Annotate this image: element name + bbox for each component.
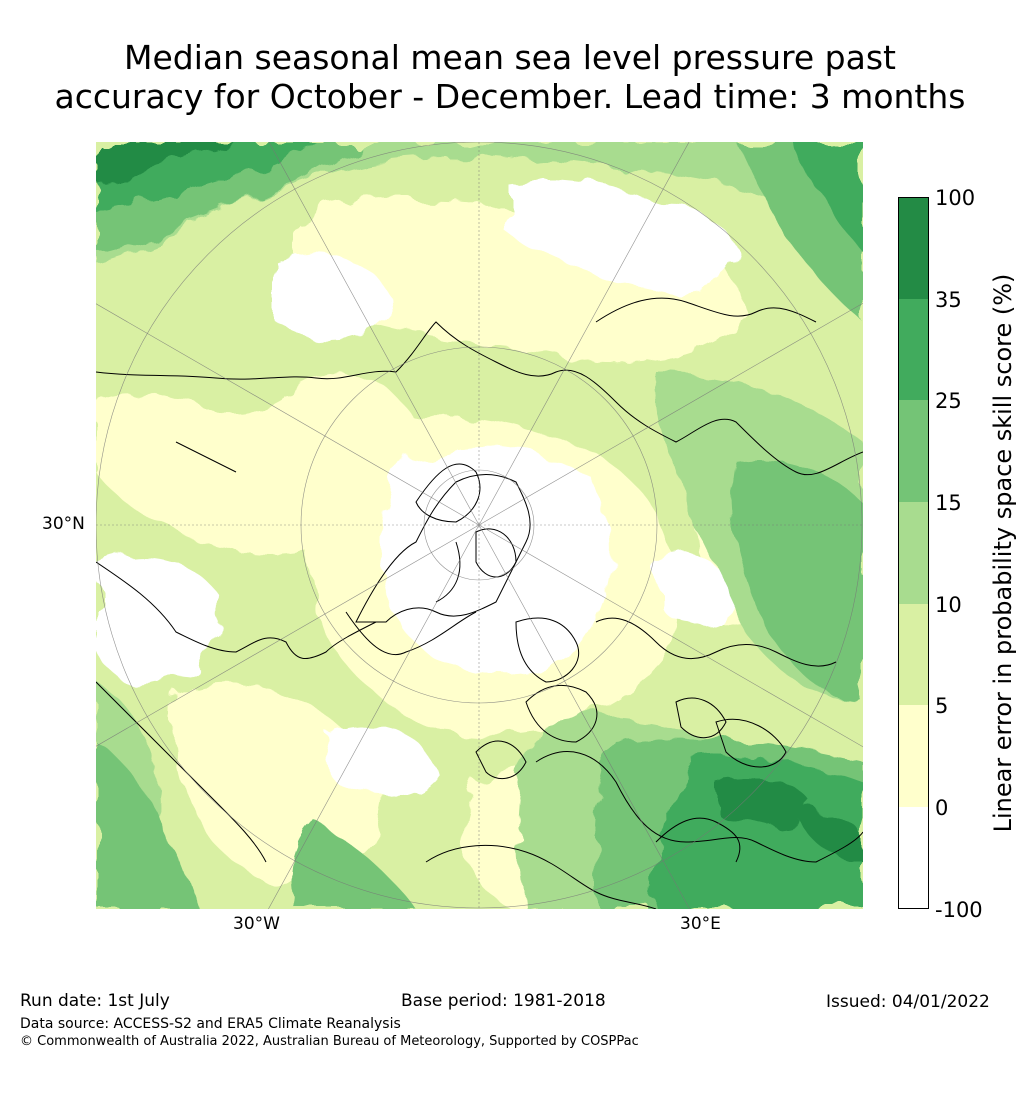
title-line-2: accuracy for October - December. Lead ti… <box>54 77 966 116</box>
chart-title: Median seasonal mean sea level pressure … <box>0 38 1020 116</box>
polar-skill-map <box>96 142 863 909</box>
lat-label-30n: 30°N <box>42 514 85 534</box>
graticule <box>96 142 863 909</box>
colorbar-bin-neg100-0 <box>898 807 929 909</box>
colorbar-bin-10-15 <box>898 502 929 604</box>
copyright: © Commonwealth of Australia 2022, Austra… <box>20 1034 639 1049</box>
skill-score-regions <box>96 142 863 909</box>
colorbar-tick-35: 35 <box>935 288 962 312</box>
title-line-1: Median seasonal mean sea level pressure … <box>124 38 896 77</box>
colorbar-tick-25: 25 <box>935 389 962 413</box>
colorbar-bin-25-35 <box>898 299 929 400</box>
colorbar-bin-5-10 <box>898 604 929 705</box>
run-date: Run date: 1st July <box>20 991 170 1011</box>
colorbar-bin-35-100 <box>898 197 929 299</box>
colorbar-bin-0-5 <box>898 705 929 807</box>
coastlines <box>96 297 863 909</box>
colorbar-title-text: Linear error in probability space skill … <box>989 273 1017 833</box>
colorbar-tick-neg100: -100 <box>935 898 983 922</box>
colorbar-tick-5: 5 <box>935 694 949 718</box>
colorbar-bin-15-25 <box>898 400 929 502</box>
issued-date: Issued: 04/01/2022 <box>826 992 990 1012</box>
colorbar-tick-0: 0 <box>935 796 949 820</box>
base-period: Base period: 1981-2018 <box>401 991 606 1011</box>
colorbar-tick-10: 10 <box>935 593 962 617</box>
colorbar <box>898 197 929 909</box>
colorbar-bins <box>898 197 929 909</box>
lon-label-30w: 30°W <box>233 914 280 934</box>
colorbar-tick-15: 15 <box>935 491 962 515</box>
data-source: Data source: ACCESS-S2 and ERA5 Climate … <box>20 1016 401 1032</box>
lon-label-30e: 30°E <box>680 914 721 934</box>
colorbar-tick-100: 100 <box>935 186 976 210</box>
